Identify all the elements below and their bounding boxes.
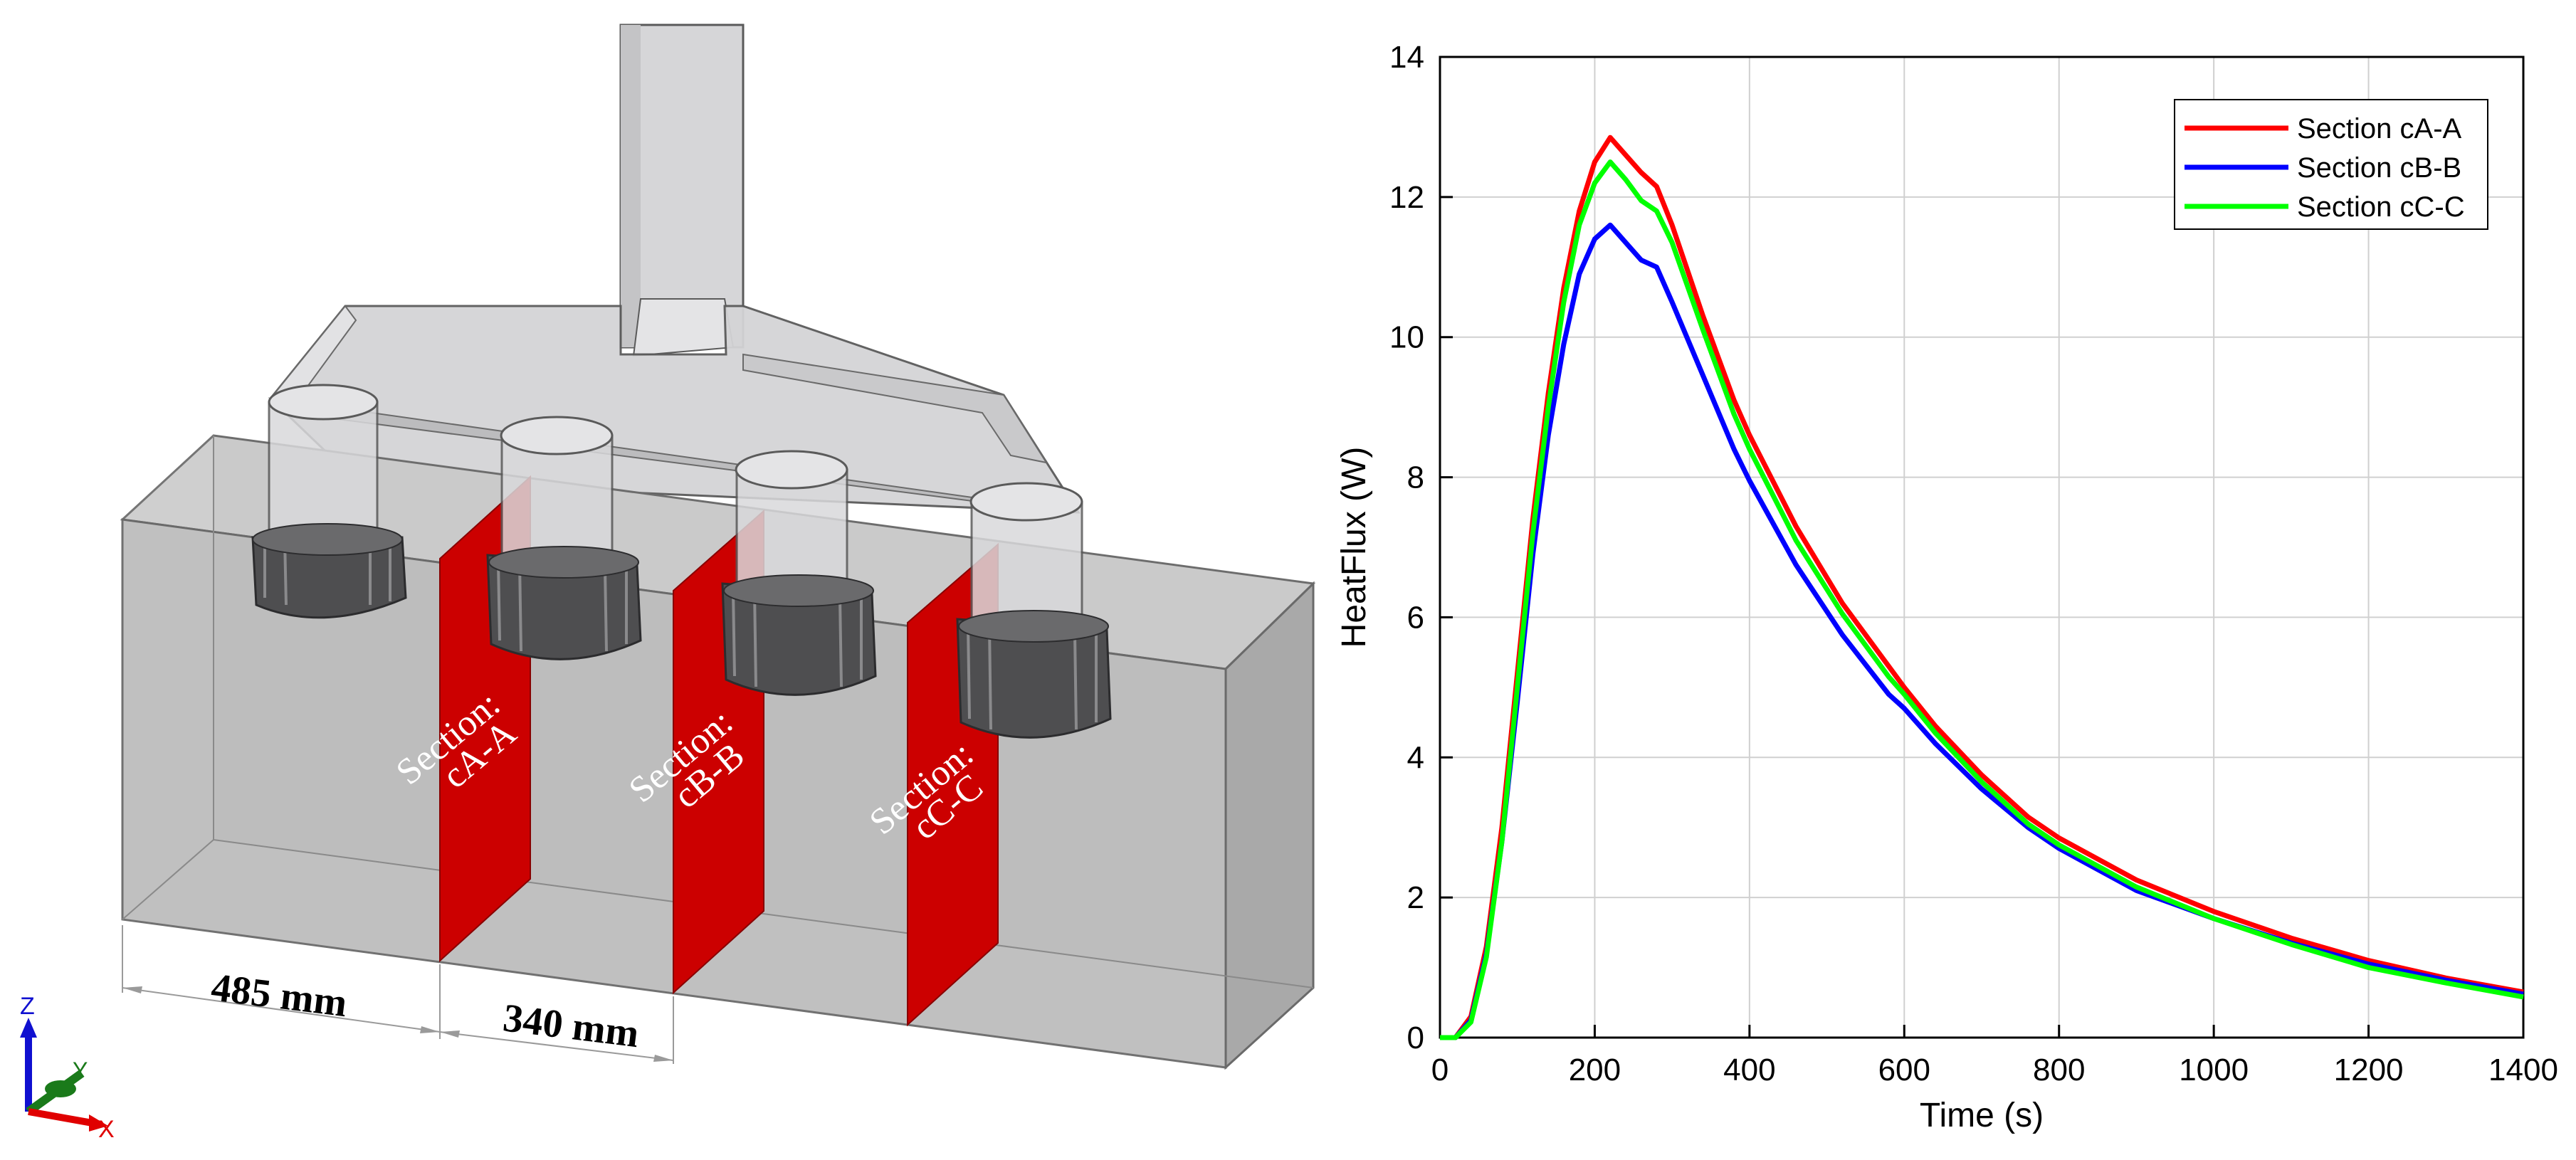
riser-1 <box>251 384 407 619</box>
risers-and-castings <box>251 384 1112 739</box>
casting-model-illustration: Section: cA-A Section: cB-B Section: cC-… <box>20 23 1316 1143</box>
y-axis-ticks: 0 2 4 6 8 10 12 14 <box>1389 40 1453 1055</box>
x-tick-label: 1200 <box>2334 1053 2404 1087</box>
x-tick-label: 0 <box>1431 1053 1449 1087</box>
riser-2 <box>486 416 642 660</box>
riser-3 <box>721 450 877 696</box>
axis-triad-z-label: Z <box>20 993 35 1020</box>
axis-triad-y-label: Y <box>73 1058 88 1083</box>
y-axis-label: HeatFlux (W) <box>1335 447 1373 648</box>
sprue-pipe <box>619 23 745 357</box>
legend-label-2: Section cB-B <box>2297 152 2461 184</box>
y-tick-label: 0 <box>1407 1021 1424 1055</box>
y-tick-label: 2 <box>1407 880 1424 915</box>
series-lines <box>1440 135 2524 1040</box>
legend-label-1: Section cA-A <box>2297 113 2462 144</box>
y-tick-label: 4 <box>1407 740 1424 775</box>
axes-triad: Z Y X <box>20 993 115 1143</box>
chart-legend: Section cA-A Section cB-B Section cC-C <box>2174 99 2488 230</box>
x-axis-label: Time (s) <box>1920 1097 2044 1134</box>
plot-area-frame <box>1439 56 2525 1039</box>
x-axis-ticks: 0 200 400 600 800 1000 1200 1400 <box>1431 1025 2558 1087</box>
axis-triad-x-label: X <box>98 1116 115 1143</box>
y-tick-label: 14 <box>1389 40 1424 75</box>
x-tick-label: 1400 <box>2488 1053 2558 1087</box>
y-tick-label: 12 <box>1389 180 1424 215</box>
dimension-label-485: 485 mm <box>209 965 349 1025</box>
series-line-3 <box>1440 159 2524 1040</box>
heatflux-chart: 0 200 400 600 800 1000 1200 1400 0 2 4 6 8 10 12 14 Ti… <box>1335 40 2558 1134</box>
x-tick-label: 1000 <box>2179 1053 2249 1087</box>
y-tick-label: 8 <box>1407 460 1424 495</box>
series-line-1 <box>1440 135 2524 1040</box>
x-tick-label: 400 <box>1723 1053 1775 1087</box>
riser-4 <box>956 482 1112 739</box>
x-tick-label: 800 <box>2033 1053 2085 1087</box>
x-tick-label: 200 <box>1569 1053 1621 1087</box>
series-line-2 <box>1440 222 2524 1040</box>
y-tick-label: 6 <box>1407 600 1424 635</box>
legend-label-3: Section cC-C <box>2297 191 2465 223</box>
runner-manifold <box>268 305 1081 514</box>
x-tick-label: 600 <box>1878 1053 1930 1087</box>
dimension-label-340: 340 mm <box>500 996 641 1056</box>
y-tick-label: 10 <box>1389 320 1424 355</box>
